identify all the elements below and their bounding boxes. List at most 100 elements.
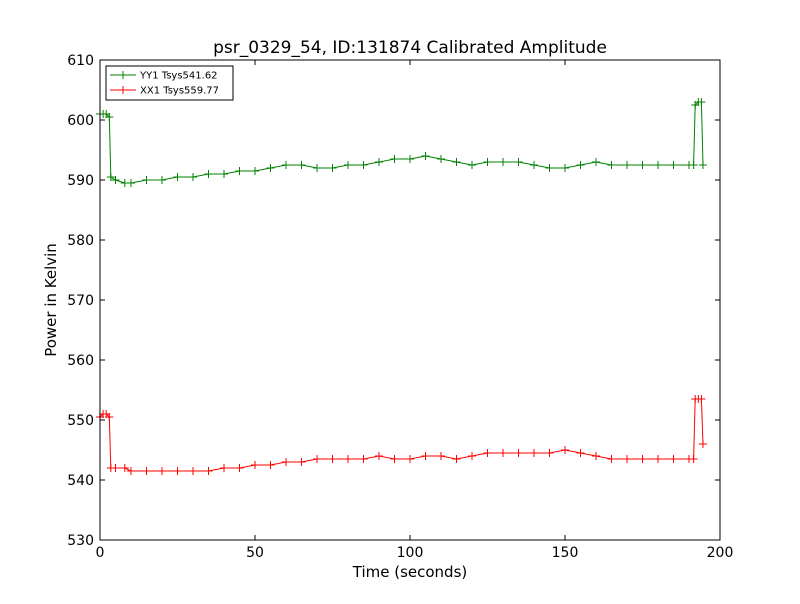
y-tick-label: 540 — [67, 473, 94, 489]
data-point — [576, 161, 585, 169]
data-point — [607, 161, 616, 169]
data-point — [173, 173, 182, 181]
data-point — [313, 455, 321, 463]
data-point — [638, 161, 647, 169]
data-point — [390, 455, 399, 463]
data-point — [142, 176, 151, 184]
data-point — [105, 113, 114, 121]
legend-label: YY1 Tsys541.62 — [139, 71, 218, 82]
data-point — [576, 449, 585, 457]
data-point — [297, 458, 306, 466]
y-tick-label: 590 — [67, 173, 94, 189]
legend-label: XX1 Tsys559.77 — [140, 86, 219, 97]
y-tick-label: 600 — [67, 113, 94, 129]
x-tick-label: 50 — [246, 545, 264, 561]
data-point — [266, 164, 275, 172]
data-point — [127, 179, 135, 187]
data-point — [406, 155, 414, 163]
data-point — [189, 467, 197, 475]
data-point — [654, 455, 662, 463]
data-point — [375, 158, 383, 166]
data-point — [623, 161, 631, 169]
data-point — [189, 173, 197, 181]
data-point — [127, 467, 135, 475]
data-point — [545, 449, 554, 457]
data-point — [689, 455, 698, 463]
data-point — [142, 467, 151, 475]
data-point — [669, 455, 678, 463]
data-point — [106, 173, 115, 181]
data-point — [220, 464, 228, 472]
data-point — [220, 170, 228, 178]
data-point — [483, 449, 492, 457]
legend-marker — [119, 71, 127, 79]
data-point — [468, 452, 476, 460]
data-point — [158, 467, 166, 475]
data-point — [251, 167, 259, 175]
data-point — [282, 458, 290, 466]
data-point — [421, 452, 430, 460]
data-point — [654, 161, 662, 169]
x-tick-label: 200 — [707, 545, 734, 561]
data-point — [452, 455, 461, 463]
data-point — [545, 164, 554, 172]
series-1 — [96, 395, 707, 475]
data-point — [328, 164, 337, 172]
data-point — [607, 455, 616, 463]
y-tick-label: 530 — [67, 533, 94, 549]
data-point — [468, 161, 476, 169]
data-point — [297, 161, 306, 169]
data-point — [158, 176, 166, 184]
data-point — [111, 176, 120, 184]
chart-title: psr_0329_54, ID:131874 Calibrated Amplit… — [213, 38, 607, 58]
data-point — [406, 455, 414, 463]
data-point — [499, 158, 507, 166]
legend-box — [105, 65, 234, 101]
data-point — [697, 395, 706, 403]
series-line — [99, 398, 704, 472]
legend-marker — [119, 86, 127, 94]
data-point — [561, 446, 569, 454]
data-point — [592, 158, 600, 166]
data-point — [698, 440, 707, 448]
data-point — [623, 455, 631, 463]
data-point — [452, 158, 461, 166]
data-point — [359, 161, 368, 169]
data-point — [390, 155, 399, 163]
data-point — [697, 98, 706, 106]
x-axis: 0 50 100 150 200 — [96, 60, 734, 561]
data-point — [204, 467, 213, 475]
data-point — [669, 161, 678, 169]
data-layer — [96, 98, 707, 475]
y-tick-label: 560 — [67, 353, 94, 369]
data-point — [561, 164, 569, 172]
data-point — [328, 455, 337, 463]
y-tick-label: 550 — [67, 413, 94, 429]
x-tick-label: 100 — [397, 545, 424, 561]
series-0 — [96, 98, 707, 187]
y-tick-label: 580 — [67, 233, 94, 249]
y-axis: 530 540 550 560 570 580 590 600 610 — [67, 53, 720, 549]
data-point — [530, 449, 538, 457]
data-point — [483, 158, 492, 166]
data-point — [105, 413, 114, 421]
data-point — [344, 161, 352, 169]
data-point — [313, 164, 321, 172]
data-point — [530, 161, 538, 169]
x-axis-label: Time (seconds) — [352, 563, 468, 581]
y-tick-label: 610 — [67, 53, 94, 69]
data-point — [514, 449, 523, 457]
data-point — [689, 161, 698, 169]
data-point — [344, 455, 352, 463]
x-tick-label: 0 — [96, 545, 105, 561]
x-tick-label: 150 — [552, 545, 579, 561]
data-point — [204, 170, 213, 178]
data-point — [437, 452, 445, 460]
data-point — [499, 449, 507, 457]
data-point — [514, 158, 523, 166]
y-axis-label: Power in Kelvin — [42, 243, 60, 357]
data-point — [437, 155, 445, 163]
data-point — [266, 461, 275, 469]
data-point — [375, 452, 383, 460]
